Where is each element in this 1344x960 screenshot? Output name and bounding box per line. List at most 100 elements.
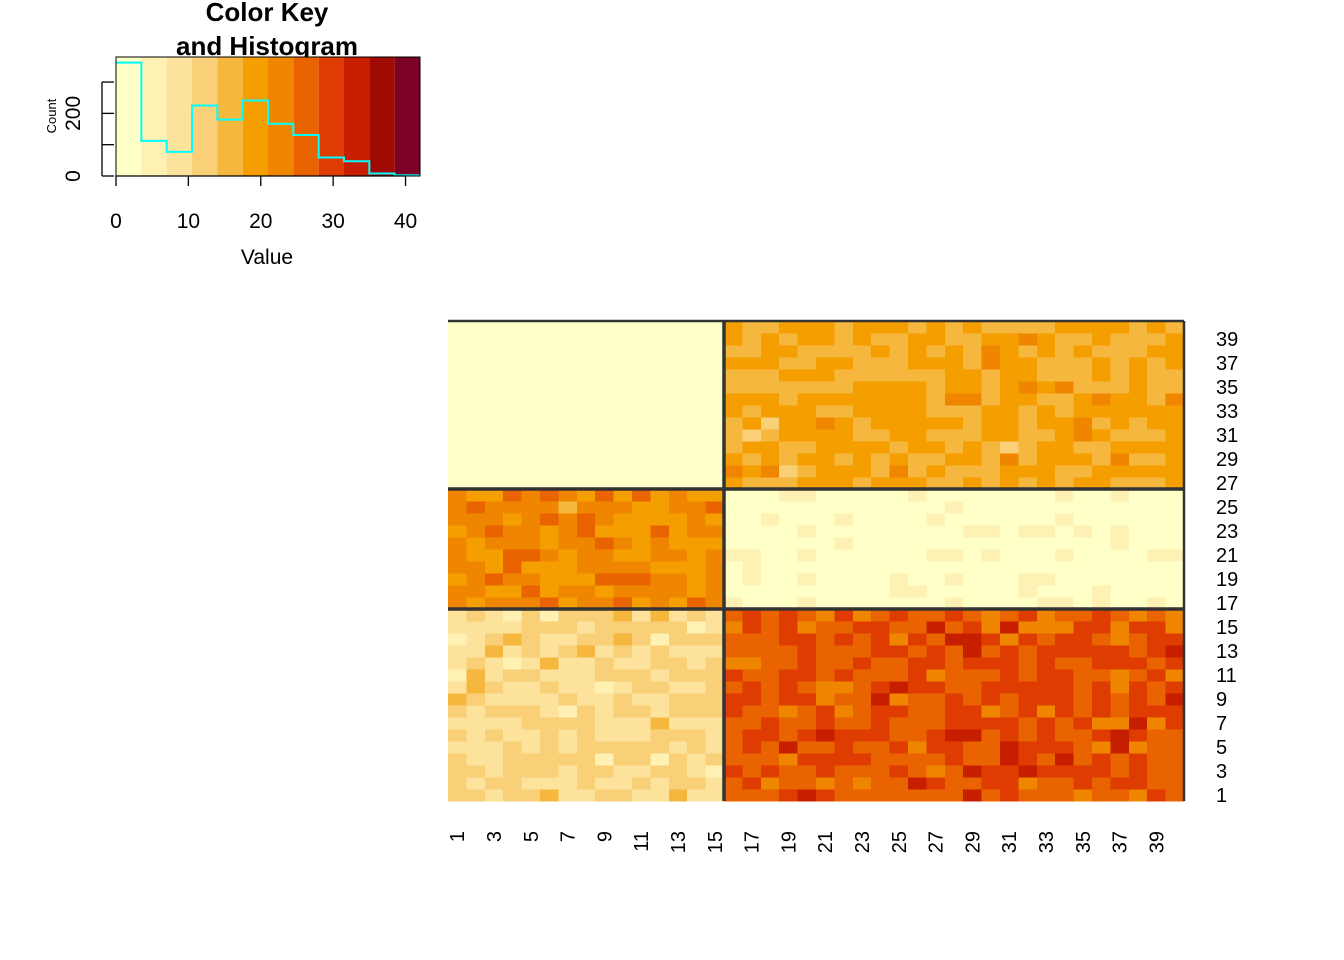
- heatmap-cell-r3-c1: [448, 765, 467, 778]
- heatmap-cell-r6-c12: [650, 729, 670, 742]
- heatmap-cell-r32-c30: [981, 417, 1001, 430]
- heatmap-cell-r9-c13: [668, 693, 688, 706]
- heatmap-cell-r12-c16: [724, 657, 743, 670]
- heatmap-cell-r9-c11: [632, 693, 651, 706]
- heatmap-cell-r31-c26: [908, 429, 927, 442]
- color-key-band-6: [242, 57, 268, 176]
- heatmap-cell-r8-c1: [448, 705, 467, 718]
- heatmap-cell-r36-c19: [779, 369, 799, 382]
- heatmap-cell-r13-c32: [1018, 645, 1038, 658]
- heatmap-cell-r22-c27: [926, 537, 946, 550]
- heatmap-cell-r34-c37: [1110, 393, 1130, 406]
- heatmap-cell-r10-c4: [503, 681, 523, 694]
- heatmap-cell-r5-c37: [1110, 741, 1130, 754]
- heatmap-cell-r35-c15: [705, 381, 725, 394]
- heatmap-cell-r7-c33: [1036, 717, 1056, 730]
- heatmap-cell-r22-c39: [1147, 537, 1167, 550]
- heatmap-cell-r14-c29: [963, 633, 983, 646]
- heatmap-cell-r13-c21: [816, 645, 835, 658]
- heatmap-cell-r29-c30: [981, 453, 1001, 466]
- heatmap-cell-r8-c27: [926, 705, 946, 718]
- heatmap-cell-r23-c7: [558, 525, 578, 538]
- color-key-band-4: [192, 57, 218, 176]
- heatmap-cell-r30-c17: [742, 441, 762, 454]
- heatmap-cell-r30-c3: [484, 441, 504, 454]
- heatmap-cell-r36-c31: [1000, 369, 1019, 382]
- row-label-35: 35: [1216, 377, 1238, 399]
- heatmap-cell-r24-c4: [503, 513, 523, 526]
- heatmap-cell-r33-c18: [760, 405, 780, 418]
- row-label-15: 15: [1216, 617, 1238, 639]
- heatmap-cell-r23-c15: [705, 525, 725, 538]
- heatmap-cell-r24-c19: [779, 513, 799, 526]
- heatmap-cell-r4-c6: [540, 753, 559, 766]
- heatmap-cell-r22-c7: [558, 537, 578, 550]
- heatmap-cell-r31-c3: [484, 429, 504, 442]
- heatmap-cell-r6-c20: [797, 729, 817, 742]
- heatmap-cell-r34-c31: [1000, 393, 1019, 406]
- heatmap-cell-r28-c29: [963, 465, 983, 478]
- heatmap-cell-r21-c31: [1000, 549, 1019, 562]
- heatmap-cell-r11-c18: [760, 669, 780, 682]
- heatmap-cell-r38-c35: [1073, 345, 1093, 358]
- color-key-band-7: [268, 57, 294, 176]
- heatmap-cell-r5-c28: [944, 741, 964, 754]
- heatmap-cell-r15-c11: [632, 621, 651, 634]
- heatmap-cell-r20-c1: [448, 561, 467, 574]
- heatmap-cell-r29-c16: [724, 453, 743, 466]
- heatmap-cell-r15-c12: [650, 621, 670, 634]
- heatmap-cell-r17-c25: [889, 597, 909, 610]
- heatmap-cell-r9-c35: [1073, 693, 1093, 706]
- heatmap-cell-r8-c31: [1000, 705, 1019, 718]
- heatmap-cell-r26-c26: [908, 489, 927, 502]
- col-label-15: 15: [705, 831, 727, 853]
- heatmap-cell-r24-c20: [797, 513, 817, 526]
- heatmap-cell-r1-c28: [944, 789, 964, 802]
- heatmap-cell-r6-c1: [448, 729, 467, 742]
- heatmap-cell-r30-c18: [760, 441, 780, 454]
- heatmap-cell-r16-c13: [668, 609, 688, 622]
- heatmap-cell-r28-c19: [779, 465, 799, 478]
- heatmap-cell-r7-c39: [1147, 717, 1167, 730]
- heatmap-cell-r2-c31: [1000, 777, 1019, 790]
- heatmap-cell-r4-c3: [484, 753, 504, 766]
- heatmap-cell-r37-c20: [797, 357, 817, 370]
- heatmap-cell-r14-c34: [1055, 633, 1075, 646]
- heatmap-cell-r26-c3: [484, 489, 504, 502]
- heatmap-cell-r14-c23: [852, 633, 872, 646]
- heatmap-cell-r29-c32: [1018, 453, 1038, 466]
- heatmap-cell-r33-c38: [1128, 405, 1148, 418]
- heatmap-cell-r33-c1: [448, 405, 467, 418]
- heatmap-cell-r15-c24: [871, 621, 891, 634]
- heatmap-cell-r5-c1: [448, 741, 467, 754]
- heatmap-cell-r27-c36: [1092, 477, 1111, 490]
- heatmap-cell-r13-c6: [540, 645, 559, 658]
- heatmap-cell-r9-c5: [521, 693, 541, 706]
- heatmap-cell-r19-c14: [687, 573, 707, 586]
- heatmap-cell-r25-c35: [1073, 501, 1093, 514]
- heatmap-cell-r36-c15: [705, 369, 725, 382]
- heatmap-cell-r31-c28: [944, 429, 964, 442]
- heatmap-cell-r10-c23: [852, 681, 872, 694]
- heatmap-cell-r18-c6: [540, 585, 559, 598]
- heatmap-cell-r17-c27: [926, 597, 946, 610]
- heatmap-cell-r6-c29: [963, 729, 983, 742]
- heatmap-cell-r34-c36: [1092, 393, 1111, 406]
- heatmap-cell-r24-c30: [981, 513, 1001, 526]
- heatmap-cell-r11-c35: [1073, 669, 1093, 682]
- heatmap-cell-r17-c39: [1147, 597, 1167, 610]
- heatmap-cell-r23-c37: [1110, 525, 1130, 538]
- heatmap-cell-r19-c27: [926, 573, 946, 586]
- heatmap-cell-r24-c36: [1092, 513, 1111, 526]
- heatmap-cell-r23-c5: [521, 525, 541, 538]
- heatmap-cell-r9-c1: [448, 693, 467, 706]
- heatmap-cell-r16-c19: [779, 609, 799, 622]
- heatmap-cell-r38-c6: [540, 345, 559, 358]
- heatmap-cell-r11-c38: [1128, 669, 1148, 682]
- color-key-band-10: [344, 57, 370, 176]
- heatmap-cell-r29-c26: [908, 453, 927, 466]
- heatmap-cell-r11-c14: [687, 669, 707, 682]
- col-label-39: 39: [1146, 831, 1168, 853]
- heatmap-cell-r21-c8: [576, 549, 596, 562]
